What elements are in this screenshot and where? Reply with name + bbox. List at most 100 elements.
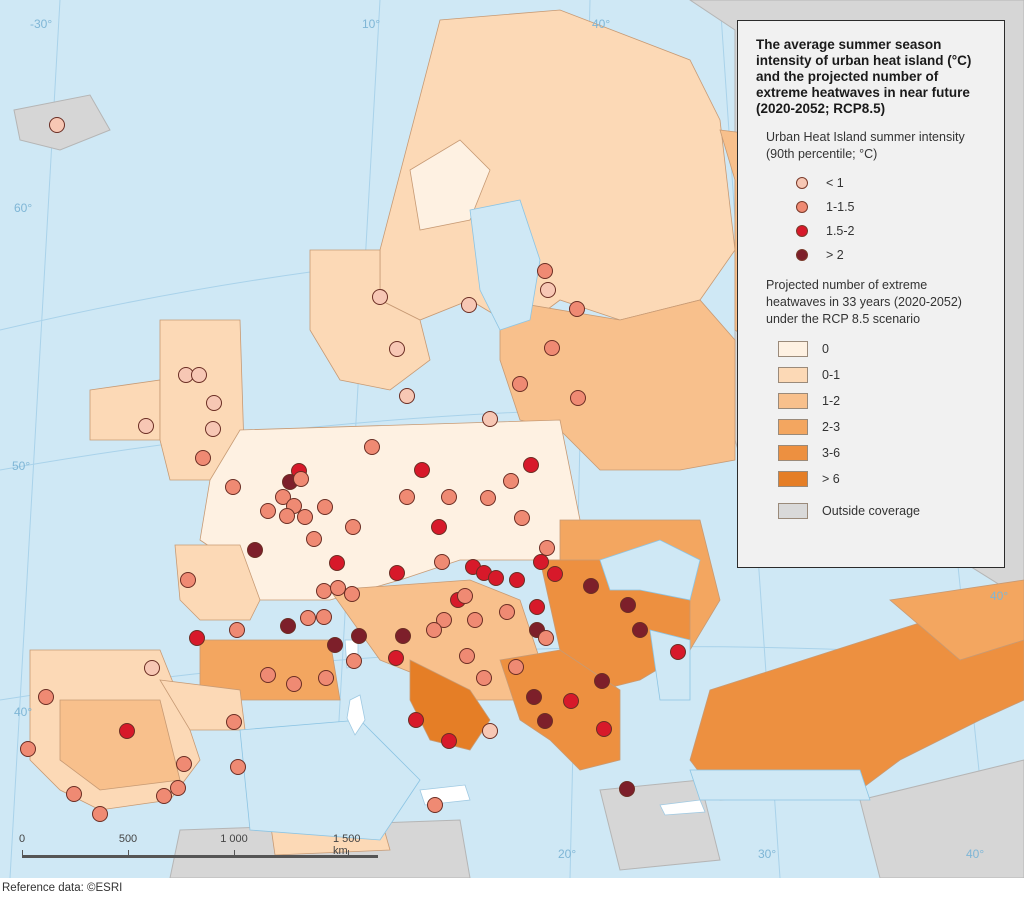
city-marker: [395, 628, 411, 644]
city-marker: [226, 714, 242, 730]
heatwave-legend-label: > 6: [822, 472, 840, 486]
heatwave-subtitle: Projected number of extreme heatwaves in…: [766, 278, 962, 326]
city-marker: [206, 395, 222, 411]
city-marker: [596, 721, 612, 737]
city-marker: [482, 411, 498, 427]
city-marker: [408, 712, 424, 728]
city-marker: [66, 786, 82, 802]
graticule-label-6: 40°: [14, 705, 32, 719]
graticule-label-9: 40°: [966, 847, 984, 861]
heatwave-legend-item: 1-2: [778, 388, 990, 414]
city-marker: [632, 622, 648, 638]
city-marker: [317, 499, 333, 515]
city-marker: [414, 462, 430, 478]
city-marker: [583, 578, 599, 594]
city-marker: [508, 659, 524, 675]
city-marker: [544, 340, 560, 356]
reference-note: Reference data: ©ESRI: [2, 882, 123, 894]
city-marker: [509, 572, 525, 588]
city-marker: [594, 673, 610, 689]
city-marker: [286, 676, 302, 692]
heatwave-legend-label: 0-1: [822, 368, 841, 382]
city-marker: [260, 667, 276, 683]
city-marker: [195, 450, 211, 466]
city-marker: [547, 566, 563, 582]
city-marker: [346, 653, 362, 669]
heatwave-legend-label: Outside coverage: [822, 504, 920, 518]
uhi-dot-icon: [796, 249, 808, 261]
city-marker: [345, 519, 361, 535]
legend-title: The average summer season intensity of u…: [756, 37, 972, 116]
city-marker: [327, 637, 343, 653]
graticule-label-1: -30°: [30, 17, 52, 31]
city-marker: [467, 612, 483, 628]
city-marker: [316, 609, 332, 625]
city-marker: [138, 418, 154, 434]
scale-tick: [234, 850, 235, 858]
heatwave-legend-label: 1-2: [822, 394, 841, 408]
city-marker: [503, 473, 519, 489]
city-marker: [205, 421, 221, 437]
heatwave-legend-item: 0: [778, 336, 990, 362]
city-marker: [570, 390, 586, 406]
uhi-dot-icon: [796, 225, 808, 237]
city-marker: [482, 723, 498, 739]
city-marker: [280, 618, 296, 634]
city-marker: [189, 630, 205, 646]
heatwave-legend-label: 2-3: [822, 420, 841, 434]
heatwave-legend-item: Outside coverage: [778, 498, 990, 524]
city-marker: [364, 439, 380, 455]
heatwave-legend: 0 0-1 1-2 2-3 3-6 > 6 Outside coverage: [756, 336, 990, 524]
heatwave-swatch-icon: [778, 419, 808, 435]
city-marker: [563, 693, 579, 709]
city-marker: [119, 723, 135, 739]
uhi-legend: < 1 1-1.5 1.5-2 > 2: [756, 171, 990, 267]
uhi-legend-item: 1-1.5: [796, 195, 990, 219]
uhi-dot-icon: [796, 201, 808, 213]
city-marker: [441, 489, 457, 505]
heatwave-legend-item: > 6: [778, 466, 990, 492]
city-marker: [297, 509, 313, 525]
city-marker: [434, 554, 450, 570]
city-marker: [537, 713, 553, 729]
scale-tick: [348, 850, 349, 858]
heatwave-legend-item: 2-3: [778, 414, 990, 440]
city-marker: [316, 583, 332, 599]
heatwave-swatch-icon: [778, 367, 808, 383]
city-marker: [318, 670, 334, 686]
scale-tick: [128, 850, 129, 858]
graticule-label-10: 40°: [990, 589, 1008, 603]
graticule-label-7: 20°: [558, 847, 576, 861]
scale-label-1000: 1 000: [220, 833, 248, 845]
city-marker: [620, 597, 636, 613]
city-marker: [488, 570, 504, 586]
city-marker: [569, 301, 585, 317]
city-marker: [20, 741, 36, 757]
city-marker: [225, 479, 241, 495]
graticule-label-5: 50°: [12, 459, 30, 473]
city-marker: [260, 503, 276, 519]
scale-label-1500: 1 500 km: [333, 833, 361, 857]
uhi-legend-label: 1-1.5: [826, 200, 855, 214]
city-marker: [176, 756, 192, 772]
city-marker: [49, 117, 65, 133]
city-marker: [38, 689, 54, 705]
city-marker: [539, 540, 555, 556]
city-marker: [275, 489, 291, 505]
heatwave-swatch-icon: [778, 341, 808, 357]
uhi-legend-label: > 2: [826, 248, 844, 262]
heatwave-swatch-icon: [778, 471, 808, 487]
city-marker: [329, 555, 345, 571]
city-marker: [229, 622, 245, 638]
graticule-label-2: 10°: [362, 17, 380, 31]
graticule-labels: -30° 10° 40° 60° 50° 40° 20° 30° 40° 40°: [12, 17, 1008, 861]
city-marker: [526, 689, 542, 705]
uhi-legend-label: 1.5-2: [826, 224, 855, 238]
city-marker: [619, 781, 635, 797]
heatwave-legend-item: 0-1: [778, 362, 990, 388]
city-marker: [512, 376, 528, 392]
city-marker: [230, 759, 246, 775]
scale-bar-line: [22, 855, 378, 858]
scale-label-0: 0: [18, 833, 26, 845]
city-marker: [457, 588, 473, 604]
